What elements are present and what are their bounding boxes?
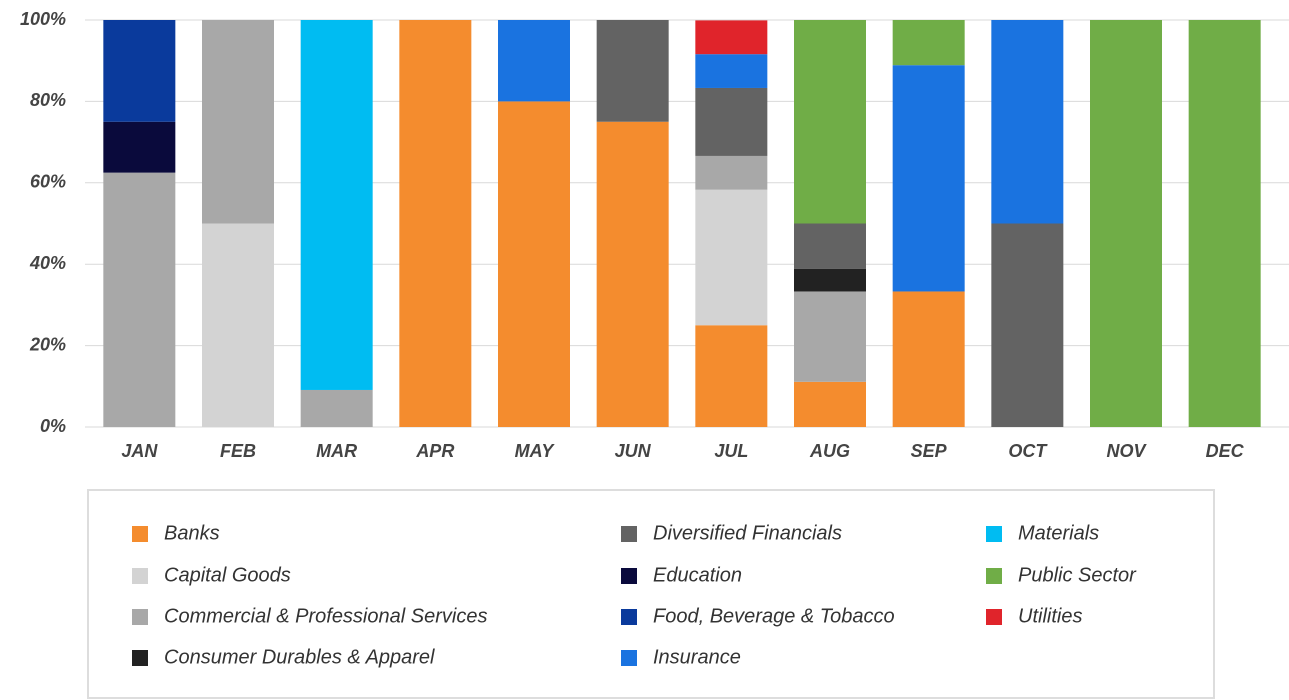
y-tick-label: 40% [29,253,66,273]
bar-segment [103,172,176,427]
x-tick-label: JUN [615,441,652,461]
bar-segment [991,20,1064,224]
bar-segment [991,223,1064,427]
bar-segment [892,20,965,66]
x-tick-label: MAY [515,441,556,461]
bar-segment [794,381,866,427]
legend-swatch [132,526,148,542]
bar-segment [300,389,373,427]
x-tick-label: NOV [1106,441,1147,461]
bar-segment [103,121,176,173]
bar-segment [103,20,176,122]
legend-label: Food, Beverage & Tobacco [653,605,895,627]
y-tick-label: 80% [30,90,66,110]
legend-swatch [621,609,637,625]
legend-label: Public Sector [1018,564,1137,586]
legend-label: Insurance [653,646,741,668]
bar-segment [202,20,274,224]
x-tick-label: JUL [714,441,748,461]
x-tick-label: MAR [316,441,357,461]
x-tick-label: DEC [1206,441,1245,461]
legend-box [87,489,1215,699]
bar-segment [695,54,768,88]
legend-swatch [621,526,637,542]
x-tick-label: AUG [809,441,850,461]
legend-label: Commercial & Professional Services [164,605,487,627]
bar-segment [892,291,965,427]
legend-swatch [132,568,148,584]
bar-segment [695,325,768,427]
y-tick-label: 100% [20,9,66,29]
bar-segment [794,223,866,269]
x-tick-label: OCT [1008,441,1048,461]
y-tick-label: 0% [40,416,66,436]
bar-segment [498,101,570,428]
bar-segment [399,20,472,427]
y-tick-label: 60% [30,172,66,192]
legend-swatch [621,650,637,666]
bar-segment [892,65,965,292]
legend-label: Education [653,564,742,586]
legend-label: Materials [1018,522,1099,544]
bar-segment [695,87,768,156]
bar-segment [1090,20,1162,427]
y-tick-label: 20% [29,334,66,354]
legend-label: Banks [164,522,220,544]
bar-segment [202,223,274,427]
x-tick-label: SEP [911,441,948,461]
legend-label: Diversified Financials [653,522,842,544]
legend-swatch [132,609,148,625]
legend-swatch [621,568,637,584]
legend-label: Capital Goods [164,564,291,586]
legend-label: Utilities [1018,605,1082,627]
bar-segment [695,155,768,190]
bar-segment [794,20,866,224]
bar-segment [300,20,373,390]
bar-segment [695,20,768,55]
legend-swatch [132,650,148,666]
bar-segment [794,268,866,292]
bar-segment [596,121,669,427]
legend-swatch [986,526,1002,542]
x-tick-label: FEB [220,441,256,461]
bar-segment [498,20,570,102]
legend-swatch [986,568,1002,584]
bar-segment [695,189,768,326]
bar-segment [596,20,669,122]
bar-segment [1188,20,1261,427]
x-tick-label: APR [415,441,454,461]
bar-segment [794,291,866,382]
legend-swatch [986,609,1002,625]
legend-label: Consumer Durables & Apparel [164,646,435,668]
x-tick-label: JAN [121,441,158,461]
